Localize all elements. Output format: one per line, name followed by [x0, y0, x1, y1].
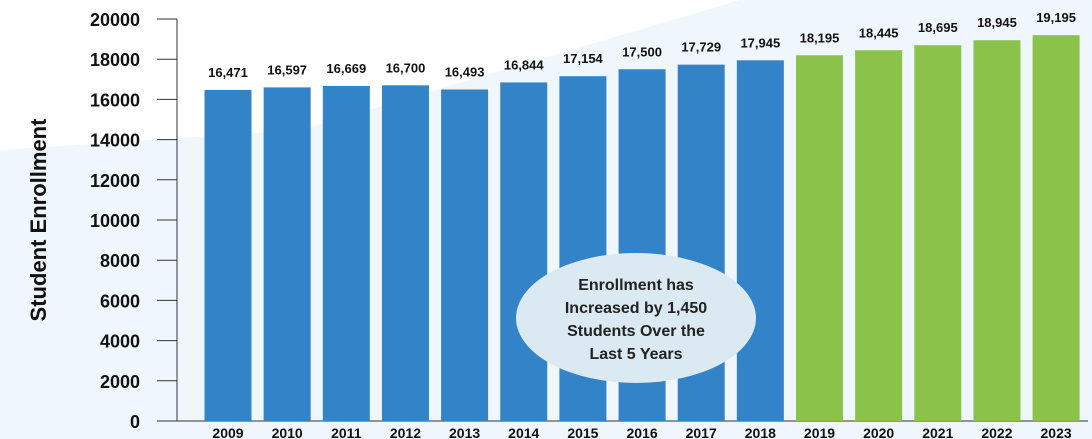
x-tick-label: 2015: [567, 425, 598, 439]
bar: [441, 89, 489, 422]
x-tick-label: 2012: [390, 425, 421, 439]
bar: [1032, 35, 1080, 421]
bar-value-label: 17,154: [563, 51, 604, 66]
x-tick-label: 2014: [508, 425, 539, 439]
bar-value-label: 17,945: [740, 35, 780, 50]
bar-value-label: 16,493: [445, 64, 485, 79]
x-tick-label: 2022: [981, 425, 1012, 439]
annotation-line: Students Over the: [567, 323, 705, 340]
bar-value-label: 16,597: [267, 62, 307, 77]
y-tick-label: 14000: [90, 131, 140, 151]
bar: [204, 89, 252, 422]
y-tick-label: 20000: [90, 10, 140, 30]
bar: [796, 55, 843, 422]
bar: [855, 50, 903, 422]
x-tick-label: 2017: [686, 425, 717, 439]
bar-value-label: 18,195: [800, 30, 840, 45]
x-axis-labels: 2009 2010 2011 2012 2013 2014 2015 2016 2017 2018…: [212, 425, 1071, 439]
annotation-callout: Enrollment has Increased by 1,450 Studen…: [516, 253, 756, 383]
y-tick-label: 0: [130, 412, 140, 432]
x-tick-label: 2018: [745, 425, 776, 439]
y-tick-label: 16000: [90, 90, 140, 110]
bars: [204, 35, 1080, 422]
annotation-line: Increased by 1,450: [565, 300, 707, 317]
bar-value-label: 17,729: [681, 40, 721, 55]
y-axis-title: Student Enrollment: [26, 118, 51, 322]
x-tick-label: 2016: [626, 425, 657, 439]
y-tick-label: 12000: [90, 171, 140, 191]
bar: [736, 60, 784, 421]
x-tick-label: 2011: [331, 425, 362, 439]
bar-value-label: 16,844: [504, 57, 545, 72]
data-labels: 16,471 16,597 16,669 16,700 16,493 16,844 17,1…: [208, 10, 1076, 80]
y-tick-label: 4000: [100, 332, 140, 352]
annotation-ellipse: [516, 253, 756, 383]
x-tick-label: 2010: [272, 425, 303, 439]
bar-value-label: 16,700: [386, 60, 426, 75]
bar: [381, 85, 429, 421]
bar: [322, 85, 370, 422]
bar-value-label: 16,471: [208, 65, 248, 80]
bar: [973, 40, 1021, 421]
bar-value-label: 19,195: [1036, 10, 1076, 25]
x-tick-label: 2023: [1041, 425, 1072, 439]
x-tick-label: 2009: [212, 425, 243, 439]
x-tick-label: 2021: [922, 425, 953, 439]
x-tick-label: 2020: [863, 425, 894, 439]
x-tick-label: 2013: [449, 425, 480, 439]
bar: [914, 45, 962, 421]
y-tick-label: 6000: [100, 291, 140, 311]
bar: [500, 82, 548, 421]
y-tick-label: 18000: [90, 50, 140, 70]
x-tick-label: 2019: [804, 425, 835, 439]
y-axis: 0 2000 4000 6000 8000 10000 12000 14000 16000 180…: [90, 10, 1088, 432]
annotation-line: Enrollment has: [578, 277, 694, 294]
y-tick-label: 10000: [90, 211, 140, 231]
annotation-line: Last 5 Years: [589, 346, 682, 363]
y-tick-label: 2000: [100, 372, 140, 392]
bar: [263, 87, 311, 421]
y-tick-label: 8000: [100, 251, 140, 271]
bar-value-label: 17,500: [622, 44, 662, 59]
bar-value-label: 18,695: [918, 20, 958, 35]
bar-value-label: 16,669: [326, 61, 366, 76]
bar-value-label: 18,445: [859, 25, 899, 40]
bar-value-label: 18,945: [977, 15, 1017, 30]
